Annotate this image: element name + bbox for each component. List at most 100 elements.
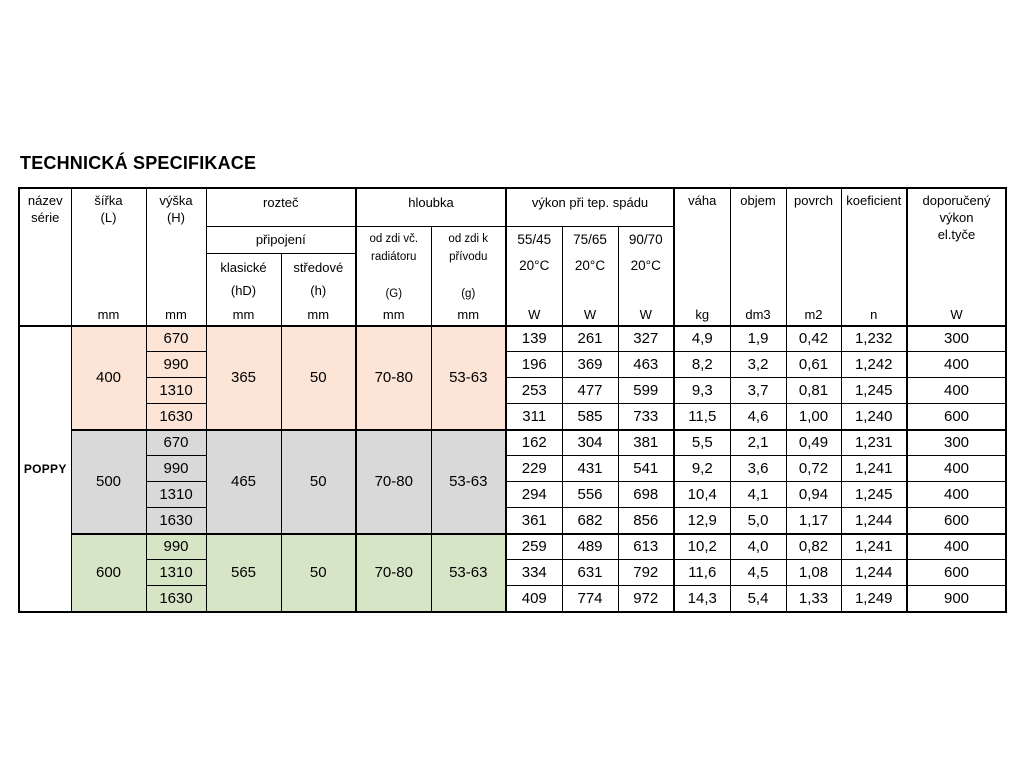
cell-vaha: 12,9	[673, 507, 731, 534]
cell-w55: 409	[505, 585, 563, 612]
cell-hloubka-radiator: 70-80	[355, 324, 432, 430]
cell-w75: 556	[561, 481, 619, 508]
cell-vaha: 8,2	[673, 351, 731, 378]
table-row: 1630 361 682 856 12,9 5,0 1,17 1,244 600	[19, 507, 1007, 534]
cell-w55: 162	[505, 428, 563, 456]
cell-vyska: 1630	[145, 585, 207, 612]
cell-sirka: 400	[70, 324, 147, 430]
col-header-klasicke: klasické (hD)	[205, 253, 282, 304]
cell-povrch: 0,94	[785, 481, 842, 508]
cell-w55: 361	[505, 507, 563, 534]
cell-objem: 4,6	[729, 403, 787, 430]
unit-objem: dm3	[729, 303, 787, 326]
cell-w75: 682	[561, 507, 619, 534]
col-header-koeficient: koeficient	[840, 187, 908, 304]
col-header-povrch: povrch	[785, 187, 842, 304]
table-row: 1310 294 556 698 10,4 4,1 0,94 1,245 400	[19, 481, 1007, 508]
cell-w75: 774	[561, 585, 619, 612]
unit-vaha: kg	[673, 303, 731, 326]
cell-povrch: 1,33	[785, 585, 842, 612]
page-title: TECHNICKÁ SPECIFIKACE	[20, 153, 257, 173]
cell-povrch: 1,00	[785, 403, 842, 430]
cell-vyska: 990	[145, 351, 207, 378]
cell-w90: 856	[617, 507, 675, 534]
cell-roztec-klasicke: 365	[205, 324, 282, 430]
table-row: 1310 253 477 599 9,3 3,7 0,81 1,245 400	[19, 377, 1007, 404]
cell-vyska: 990	[145, 455, 207, 482]
cell-hloubka-radiator: 70-80	[355, 428, 432, 534]
cell-koeficient: 1,241	[840, 455, 908, 482]
cell-objem: 4,1	[729, 481, 787, 508]
cell-povrch: 1,17	[785, 507, 842, 534]
cell-w90: 792	[617, 559, 675, 586]
table-row: 990 229 431 541 9,2 3,6 0,72 1,241 400	[19, 455, 1007, 482]
units-row: mm mm mm mm mm mm W W W kg dm3 m2 n W	[19, 303, 1007, 326]
cell-w55: 139	[505, 324, 563, 352]
table-row: 1310 334 631 792 11,6 4,5 1,08 1,244 600	[19, 559, 1007, 586]
cell-w55: 259	[505, 532, 563, 560]
col-header-hloubka: hloubka	[355, 187, 507, 227]
col-header-temp-90-70: 90/70 20°C	[617, 225, 675, 304]
cell-vaha: 5,5	[673, 428, 731, 456]
unit-hloubka-radiator: mm	[355, 303, 432, 326]
cell-objem: 2,1	[729, 428, 787, 456]
col-header-sirka: šířka (L)	[70, 187, 147, 304]
table-row: POPPY 400 670 365 50 70-80 53-63 139 261…	[18, 324, 1007, 612]
cell-w90: 599	[617, 377, 675, 404]
cell-roztec-stredove: 50	[280, 532, 357, 612]
col-header-roztec: rozteč	[205, 187, 357, 227]
spec-table: název série šířka (L) výška (H) rozteč h…	[18, 187, 1007, 613]
col-header-temp-75-65: 75/65 20°C	[561, 225, 619, 304]
cell-w75: 489	[561, 532, 619, 560]
col-header-temp-55-45: 55/45 20°C	[505, 225, 563, 304]
cell-vaha: 11,6	[673, 559, 731, 586]
cell-koeficient: 1,241	[840, 532, 908, 560]
unit-povrch: m2	[785, 303, 842, 326]
cell-povrch: 0,49	[785, 428, 842, 456]
cell-sirka: 500	[70, 428, 147, 534]
cell-koeficient: 1,245	[840, 481, 908, 508]
col-header-vykon: výkon při tep. spádu	[505, 187, 675, 227]
cell-koeficient: 1,242	[840, 351, 908, 378]
col-header-od-zdi-privod: od zdi k přívodu (g)	[430, 225, 507, 304]
cell-vyska: 1310	[145, 559, 207, 586]
cell-povrch: 1,08	[785, 559, 842, 586]
unit-koeficient: n	[840, 303, 908, 326]
cell-vyska: 1310	[145, 481, 207, 508]
col-header-nazev-serie: název série	[18, 187, 72, 326]
header-row-3: klasické (hD) středové (h)	[19, 253, 1006, 304]
cell-w75: 304	[561, 428, 619, 456]
cell-roztec-klasicke: 565	[205, 532, 282, 612]
cell-w75: 369	[561, 351, 619, 378]
cell-w90: 541	[617, 455, 675, 482]
cell-vyska: 670	[145, 324, 207, 352]
col-header-objem: objem	[729, 187, 787, 304]
cell-vaha: 9,2	[673, 455, 731, 482]
cell-w90: 381	[617, 428, 675, 456]
unit-stredove: mm	[280, 303, 357, 326]
cell-w75: 631	[561, 559, 619, 586]
cell-w90: 463	[617, 351, 675, 378]
cell-vyska: 1310	[145, 377, 207, 404]
cell-koeficient: 1,232	[840, 324, 908, 352]
cell-w75: 477	[561, 377, 619, 404]
cell-doporuceny: 400	[906, 481, 1007, 508]
cell-vaha: 10,2	[673, 532, 731, 560]
cell-w90: 972	[617, 585, 675, 612]
col-header-vaha: váha	[673, 187, 731, 304]
col-header-pripojeni: připojení	[205, 225, 357, 255]
cell-vyska: 670	[145, 428, 207, 456]
cell-hloubka-privod: 53-63	[430, 532, 507, 612]
cell-povrch: 0,72	[785, 455, 842, 482]
cell-objem: 4,5	[729, 559, 787, 586]
cell-objem: 5,4	[729, 585, 787, 612]
cell-w90: 698	[617, 481, 675, 508]
cell-vaha: 4,9	[673, 324, 731, 352]
cell-koeficient: 1,244	[840, 507, 908, 534]
cell-w55: 229	[505, 455, 563, 482]
cell-koeficient: 1,245	[840, 377, 908, 404]
cell-vyska: 990	[145, 532, 207, 560]
header-row-1: název série šířka (L) výška (H) rozteč h…	[18, 187, 1007, 326]
cell-hloubka-privod: 53-63	[430, 428, 507, 534]
